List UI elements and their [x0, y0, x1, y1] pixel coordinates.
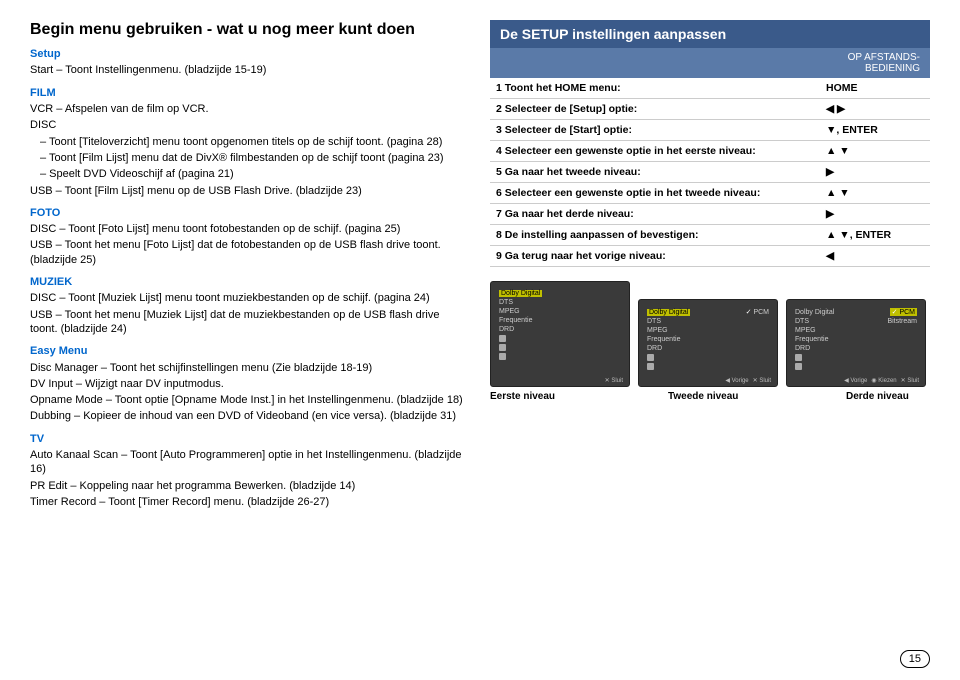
body-line: Dubbing – Kopieer de inhoud van een DVD … [30, 409, 470, 423]
table-row: 9 Ga terug naar het vorige niveau:◀ [490, 246, 930, 267]
body-line: USB – Toont het menu [Muziek Lijst] dat … [30, 308, 470, 337]
step-key: ▲ ▼ [820, 183, 930, 204]
panel-header: De SETUP instellingen aanpassen [490, 20, 930, 48]
step-text: 1 Toont het HOME menu: [490, 78, 820, 99]
body-line: Disc Manager – Toont het schijfinstellin… [30, 361, 470, 375]
table-row: 3 Selecteer de [Start] optie:▼, ENTER [490, 120, 930, 141]
table-row: 6 Selecteer een gewenste optie in het tw… [490, 183, 930, 204]
step-text: 8 De instelling aanpassen of bevestigen: [490, 225, 820, 246]
body-line: Timer Record – Toont [Timer Record] menu… [30, 495, 470, 509]
body-line: – Toont [Titeloverzicht] menu toont opge… [30, 135, 470, 149]
lock-icon [499, 344, 506, 351]
body-line: DISC [30, 118, 470, 132]
step-key: HOME [820, 78, 930, 99]
screen-level-2: Dolby DigitalPCM DTS MPEG Frequentie DRD… [638, 299, 778, 387]
lock-icon [795, 354, 802, 361]
label-level-3: Derde niveau [786, 391, 926, 402]
step-text: 4 Selecteer een gewenste optie in het ee… [490, 141, 820, 162]
table-row: 7 Ga naar het derde niveau:▶ [490, 204, 930, 225]
level-labels: Eerste niveau Tweede niveau Derde niveau [490, 391, 930, 402]
lock-icon [499, 353, 506, 360]
body-line: Opname Mode – Toont optie [Opname Mode I… [30, 393, 470, 407]
body-line: DISC – Toont [Foto Lijst] menu toont fot… [30, 222, 470, 236]
step-key: ▶ [820, 162, 930, 183]
step-text: 2 Selecteer de [Setup] optie: [490, 99, 820, 120]
step-key: ▲ ▼, ENTER [820, 225, 930, 246]
table-row: 2 Selecteer de [Setup] optie:◀ ▶ [490, 99, 930, 120]
table-row: 5 Ga naar het tweede niveau:▶ [490, 162, 930, 183]
panel-sub-header: OP AFSTANDS-BEDIENING [490, 48, 930, 78]
body-line: Auto Kanaal Scan – Toont [Auto Programme… [30, 448, 470, 477]
step-key: ▼, ENTER [820, 120, 930, 141]
page-number: 15 [900, 650, 930, 668]
step-text: 5 Ga naar het tweede niveau: [490, 162, 820, 183]
setup-steps-table: 1 Toont het HOME menu:HOME2 Selecteer de… [490, 78, 930, 267]
lock-icon [499, 335, 506, 342]
step-key: ◀ ▶ [820, 99, 930, 120]
left-column: Begin menu gebruiken - wat u nog meer ku… [30, 20, 470, 511]
step-key: ▶ [820, 204, 930, 225]
screen-level-3: Dolby DigitalPCM DTSBitstream MPEG Frequ… [786, 299, 926, 387]
screenshot-row: Dolby Digital DTS MPEG Frequentie DRD ✕ … [490, 281, 930, 387]
lock-icon [647, 363, 654, 370]
category-heading: Easy Menu [30, 344, 470, 358]
body-line: DV Input – Wijzigt naar DV inputmodus. [30, 377, 470, 391]
category-heading: Setup [30, 47, 470, 61]
table-row: 1 Toont het HOME menu:HOME [490, 78, 930, 99]
step-text: 6 Selecteer een gewenste optie in het tw… [490, 183, 820, 204]
step-text: 9 Ga terug naar het vorige niveau: [490, 246, 820, 267]
lock-icon [795, 363, 802, 370]
page-title: Begin menu gebruiken - wat u nog meer ku… [30, 20, 470, 39]
body-line: PR Edit – Koppeling naar het programma B… [30, 479, 470, 493]
body-line: DISC – Toont [Muziek Lijst] menu toont m… [30, 291, 470, 305]
step-key: ▲ ▼ [820, 141, 930, 162]
step-key: ◀ [820, 246, 930, 267]
label-level-1: Eerste niveau [490, 391, 630, 402]
table-row: 8 De instelling aanpassen of bevestigen:… [490, 225, 930, 246]
screen-level-1: Dolby Digital DTS MPEG Frequentie DRD ✕ … [490, 281, 630, 387]
category-heading: FOTO [30, 206, 470, 220]
right-column: De SETUP instellingen aanpassen OP AFSTA… [490, 20, 930, 511]
body-line: VCR – Afspelen van de film op VCR. [30, 102, 470, 116]
category-heading: MUZIEK [30, 275, 470, 289]
step-text: 7 Ga naar het derde niveau: [490, 204, 820, 225]
table-row: 4 Selecteer een gewenste optie in het ee… [490, 141, 930, 162]
category-heading: FILM [30, 86, 470, 100]
body-line: – Toont [Film Lijst] menu dat de DivX® f… [30, 151, 470, 165]
body-line: Start – Toont Instellingenmenu. (bladzij… [30, 63, 470, 77]
category-heading: TV [30, 432, 470, 446]
step-text: 3 Selecteer de [Start] optie: [490, 120, 820, 141]
label-level-2: Tweede niveau [638, 391, 778, 402]
body-line: USB – Toont het menu [Foto Lijst] dat de… [30, 238, 470, 267]
body-line: USB – Toont [Film Lijst] menu op de USB … [30, 184, 470, 198]
body-line: – Speelt DVD Videoschijf af (pagina 21) [30, 167, 470, 181]
lock-icon [647, 354, 654, 361]
